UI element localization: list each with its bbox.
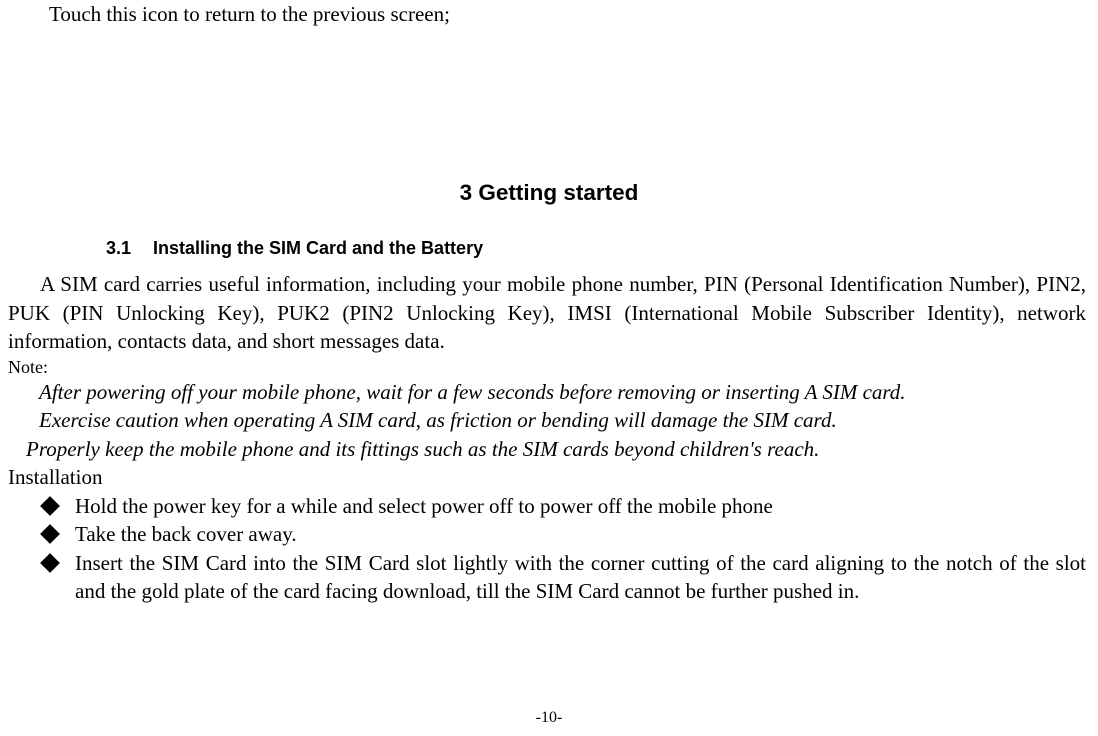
diamond-bullet-icon [40, 553, 60, 573]
diamond-bullet-icon [40, 496, 60, 516]
note-line-2: Exercise caution when operating A SIM ca… [39, 406, 1090, 435]
list-item-text: Take the back cover away. [75, 522, 297, 546]
list-item: Insert the SIM Card into the SIM Card sl… [43, 549, 1086, 606]
installation-list: Hold the power key for a while and selec… [43, 492, 1090, 606]
list-item-text: Hold the power key for a while and selec… [75, 494, 773, 518]
chapter-title: 3 Getting started [8, 180, 1090, 206]
list-item-text: Insert the SIM Card into the SIM Card sl… [75, 551, 1086, 604]
diamond-bullet-icon [40, 524, 60, 544]
section-heading: 3.1 Installing the SIM Card and the Batte… [106, 238, 1090, 259]
installation-label: Installation [8, 463, 1090, 492]
note-line-1: After powering off your mobile phone, wa… [39, 378, 1090, 407]
list-item: Hold the power key for a while and selec… [43, 492, 1086, 521]
intro-line: Touch this icon to return to the previou… [49, 2, 1090, 27]
list-item: Take the back cover away. [43, 520, 1086, 549]
section-title: Installing the SIM Card and the Battery [153, 238, 483, 258]
note-label: Note: [8, 357, 1090, 378]
section-number: 3.1 [106, 238, 131, 258]
body-paragraph: A SIM card carries useful information, i… [8, 270, 1090, 356]
page-number: -10- [0, 709, 1098, 727]
note-line-3: Properly keep the mobile phone and its f… [26, 435, 1090, 464]
